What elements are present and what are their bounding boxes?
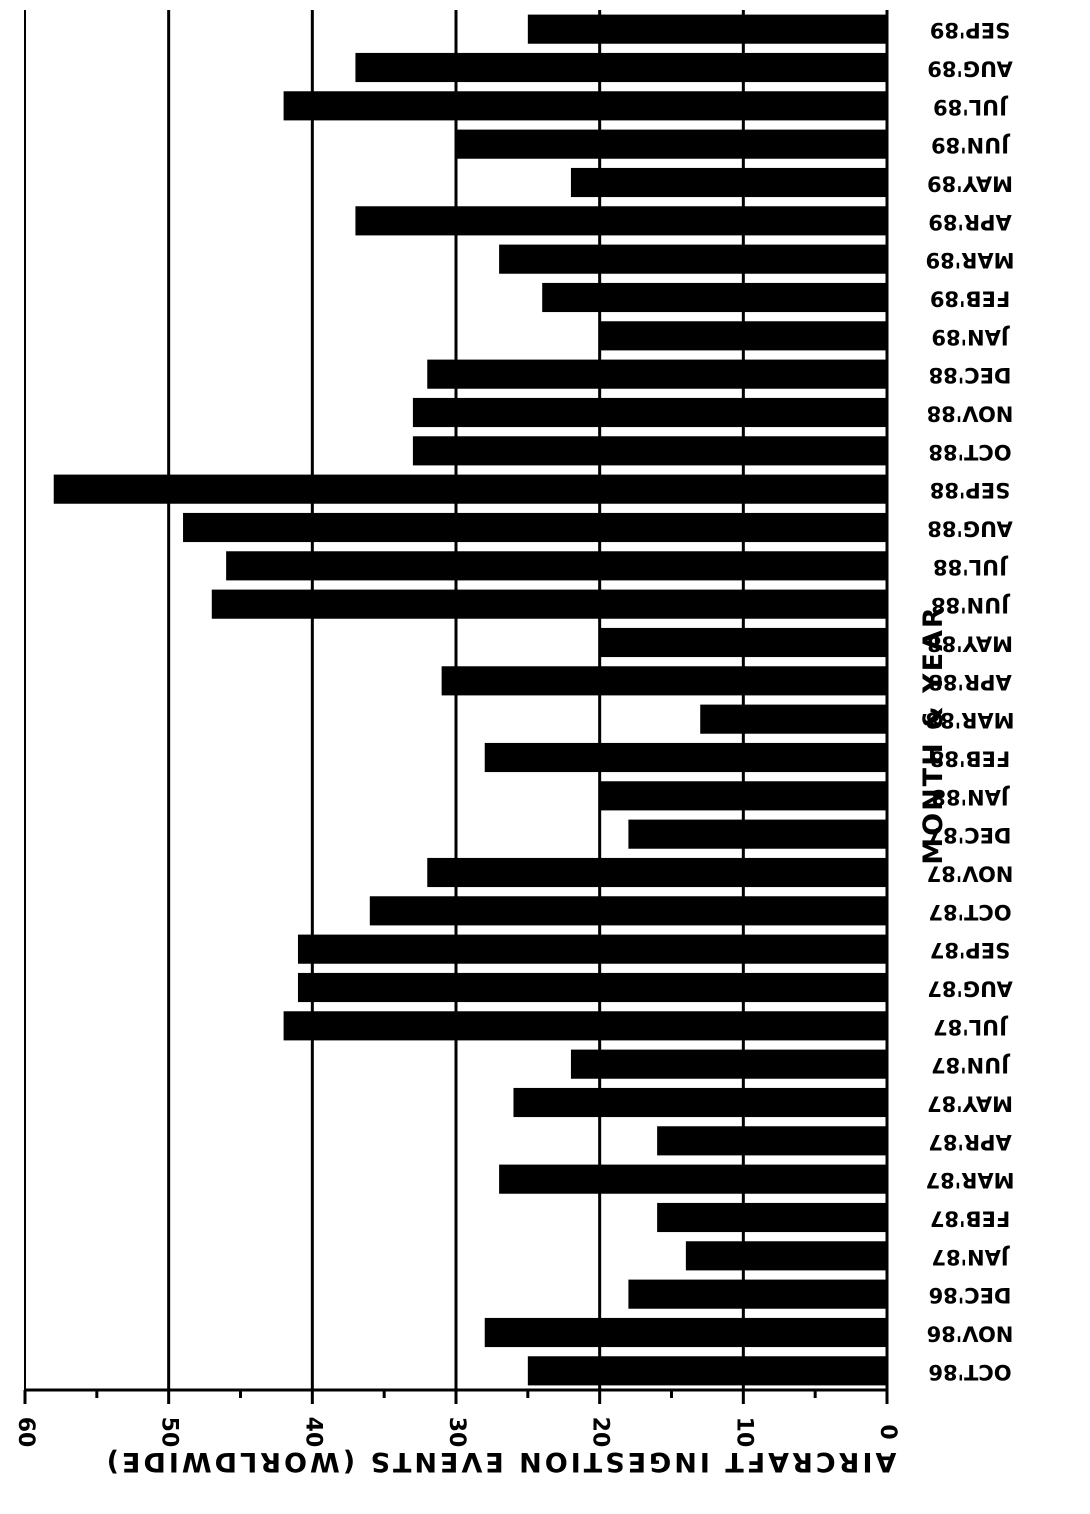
category-label: NOV'87 bbox=[927, 862, 1014, 886]
category-label: OCT'86 bbox=[928, 1360, 1011, 1384]
category-label: JUL'89 bbox=[933, 95, 1009, 119]
bar bbox=[355, 52, 887, 83]
category-label: SEP'88 bbox=[930, 478, 1011, 502]
bar bbox=[570, 1049, 887, 1079]
bar bbox=[297, 972, 887, 1003]
bar bbox=[628, 1279, 887, 1309]
category-label: APR'87 bbox=[928, 1130, 1011, 1154]
category-label: JUN'87 bbox=[931, 1053, 1011, 1077]
category-label: FEB'87 bbox=[930, 1207, 1010, 1231]
category-label: OCT'88 bbox=[928, 440, 1011, 464]
category-label: JUN'88 bbox=[931, 593, 1011, 617]
category-label: JUL'88 bbox=[933, 555, 1009, 579]
bar bbox=[226, 551, 888, 581]
tick-label: 50 bbox=[157, 1417, 182, 1448]
category-label: JUL'87 bbox=[933, 1015, 1009, 1039]
category-label: DEC'88 bbox=[929, 363, 1012, 387]
bar bbox=[499, 1164, 887, 1194]
bar bbox=[657, 1126, 887, 1156]
category-label: DEC'87 bbox=[929, 823, 1012, 847]
tick-label: 30 bbox=[444, 1417, 469, 1448]
bar bbox=[527, 14, 887, 44]
bar bbox=[441, 666, 887, 696]
tick-label: 60 bbox=[13, 1417, 38, 1448]
category-label: APR'89 bbox=[928, 210, 1011, 234]
category-label: SEP'87 bbox=[930, 938, 1011, 962]
category-label: MAR'88 bbox=[926, 708, 1015, 732]
category-label: AUG'89 bbox=[927, 57, 1013, 81]
bar bbox=[499, 244, 887, 274]
bar bbox=[427, 857, 887, 888]
bar bbox=[527, 1356, 887, 1386]
category-label: FEB'88 bbox=[930, 747, 1010, 771]
bar bbox=[599, 321, 887, 351]
bar bbox=[412, 397, 887, 428]
category-label: JAN'88 bbox=[931, 785, 1010, 809]
bar bbox=[628, 819, 887, 849]
category-label: MAY'88 bbox=[927, 632, 1013, 656]
category-label: AUG'88 bbox=[927, 517, 1013, 541]
bar bbox=[599, 627, 887, 658]
category-label: OCT'87 bbox=[928, 900, 1011, 924]
bar bbox=[542, 282, 887, 313]
bar bbox=[283, 1011, 888, 1041]
bar bbox=[513, 1087, 887, 1118]
bar bbox=[183, 512, 888, 543]
y-axis-title: AIRCRAFT INGESTION EVENTS (WORLDWIDE) bbox=[103, 1446, 897, 1477]
bar bbox=[700, 704, 887, 734]
category-label: NOV'88 bbox=[927, 402, 1014, 426]
category-label: MAR'87 bbox=[926, 1168, 1015, 1192]
bar bbox=[657, 1202, 887, 1233]
category-label: SEP'89 bbox=[930, 18, 1011, 42]
category-label: FEB'89 bbox=[930, 287, 1010, 311]
bar bbox=[283, 91, 888, 121]
category-label: MAY'87 bbox=[927, 1092, 1013, 1116]
bar bbox=[599, 781, 887, 811]
bar bbox=[427, 359, 887, 389]
tick-label: 20 bbox=[588, 1417, 613, 1448]
bar bbox=[297, 934, 887, 964]
bar bbox=[412, 436, 887, 466]
category-label: AUG'87 bbox=[927, 977, 1013, 1001]
bar bbox=[355, 206, 887, 236]
tick-label: 10 bbox=[731, 1417, 756, 1448]
tick-label: 40 bbox=[300, 1417, 325, 1448]
tick-label: 0 bbox=[875, 1424, 900, 1439]
bar bbox=[685, 1241, 887, 1271]
category-label: JAN'87 bbox=[931, 1245, 1010, 1269]
category-label: MAR'89 bbox=[926, 248, 1015, 272]
bar bbox=[456, 129, 887, 159]
category-label: JAN'89 bbox=[931, 325, 1010, 349]
category-label: MAY'89 bbox=[927, 172, 1013, 196]
category-label: APR'88 bbox=[928, 670, 1011, 694]
category-label: JUN'89 bbox=[931, 133, 1011, 157]
x-axis-title: MONTH & YEAR bbox=[918, 605, 949, 865]
bar bbox=[53, 474, 887, 504]
bar bbox=[484, 742, 887, 773]
bar bbox=[211, 589, 887, 619]
bar bbox=[484, 1317, 887, 1348]
category-label: NOV'86 bbox=[927, 1322, 1014, 1346]
bar bbox=[369, 896, 887, 926]
category-label: DEC'86 bbox=[929, 1283, 1012, 1307]
bar bbox=[570, 167, 887, 198]
